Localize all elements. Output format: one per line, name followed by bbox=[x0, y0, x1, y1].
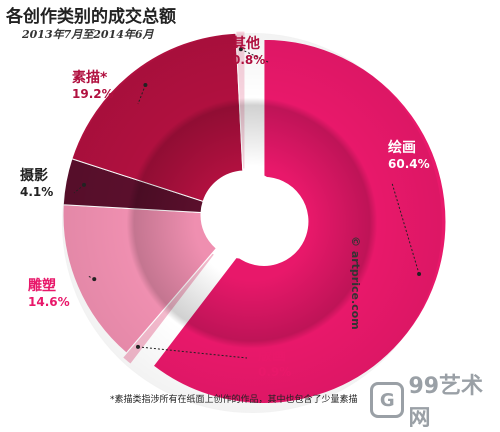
slice-label-6: 其他 bbox=[232, 35, 260, 52]
watermark: G 99艺术网 bbox=[370, 368, 500, 432]
donut-hole bbox=[201, 171, 289, 259]
slice-value-6: 0.8% bbox=[232, 53, 265, 67]
leader-dot-3 bbox=[92, 277, 97, 282]
leader-line-5 bbox=[137, 84, 146, 105]
chart-subtitle: 2013年7月至2014年6月 bbox=[22, 28, 154, 41]
watermark-logo-icon: G bbox=[370, 382, 405, 418]
leader-dot-1 bbox=[417, 271, 422, 276]
slice-value-4: 4.1% bbox=[20, 185, 53, 199]
credit-text: © artprice.com bbox=[349, 236, 362, 330]
chart-title: 各创作类别的成交总额 bbox=[6, 7, 176, 27]
leader-dot-5 bbox=[143, 82, 148, 87]
slice-value-3: 14.6% bbox=[28, 295, 70, 309]
leader-dot-2 bbox=[136, 344, 141, 349]
slice-value-5: 19.2% bbox=[72, 87, 114, 101]
slice-label-1: 绘画 bbox=[388, 139, 416, 156]
leader-dot-4 bbox=[82, 182, 87, 187]
slice-label-2: 版画 bbox=[258, 347, 286, 364]
leader-dot-6 bbox=[238, 47, 243, 52]
footnote: *素描类指涉所有在纸面上创作的作品，其中也包含了少量素描 bbox=[110, 395, 358, 405]
slice-value-2: 0.9% bbox=[258, 365, 291, 379]
slice-label-3: 雕塑 bbox=[28, 277, 56, 294]
slice-value-1: 60.4% bbox=[388, 157, 430, 171]
leader-line-6 bbox=[240, 48, 269, 63]
slice-label-4: 摄影 bbox=[20, 167, 48, 184]
slice-label-5: 素描* bbox=[72, 69, 108, 86]
watermark-text: 99艺术网 bbox=[408, 374, 484, 431]
